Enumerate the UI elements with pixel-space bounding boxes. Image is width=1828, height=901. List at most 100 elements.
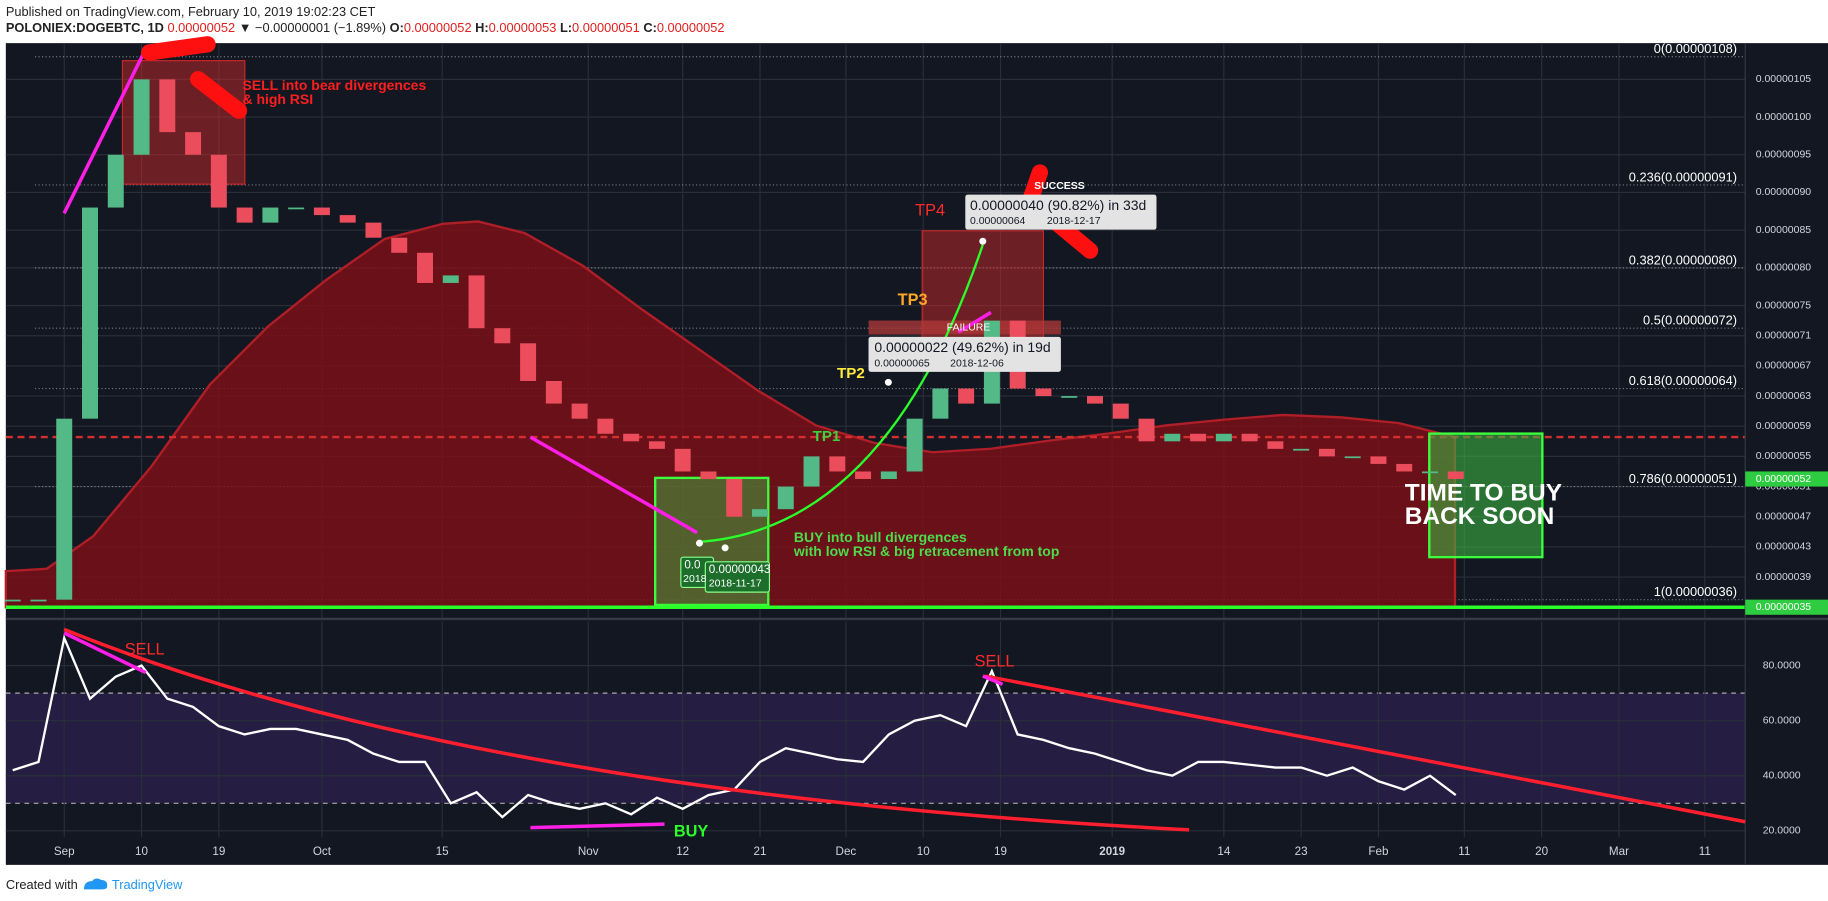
ohlc-val: 0.00000052 [404, 21, 472, 36]
candle [777, 486, 794, 510]
x-tick-label: 10 [135, 845, 148, 858]
y-tick-label: 0.00000085 [1756, 225, 1812, 236]
path-arrow [697, 244, 984, 544]
candle [1035, 388, 1052, 397]
rsi-trend-line [984, 674, 1746, 824]
candle [571, 403, 588, 419]
annotation: FAILURE [947, 322, 991, 333]
candle [1344, 456, 1361, 459]
price-label: 0.00000052 [1756, 474, 1812, 485]
fib-label: 0.786(0.00000051) [1629, 471, 1737, 486]
y-tick-label: 0.00000063 [1756, 391, 1812, 402]
candle [700, 471, 717, 480]
candle [133, 79, 150, 155]
annotation: 2018-12-06 [950, 358, 1004, 369]
candle [159, 79, 176, 133]
y-tick-label: 0.00000095 [1756, 150, 1812, 161]
annotation: 0.00000022 (49.62%) in 19d [874, 339, 1050, 355]
annotation: BUY into bull divergences [794, 529, 967, 545]
fib-label: 0.236(0.00000091) [1629, 169, 1737, 184]
candle [468, 275, 485, 329]
point [721, 544, 729, 552]
annotation: 0.00000065 [874, 358, 930, 369]
published-line: Published on TradingView.com, February 1… [6, 4, 376, 19]
candle [56, 418, 73, 600]
rsi-trend-line [982, 674, 1004, 686]
symbol-line: POLONIEX:DOGEBTC, 1D 0.00000052 ▼ −0.000… [6, 21, 725, 36]
candle [597, 418, 614, 434]
candle [288, 207, 305, 210]
x-tick-label: 19 [212, 845, 225, 858]
ohlc-key: L: [560, 21, 572, 36]
candle [1318, 448, 1335, 457]
candle [442, 275, 459, 283]
indicator-area [4, 220, 1457, 609]
price-label-bg [1745, 599, 1828, 615]
annotation: 0.0 [684, 558, 701, 571]
y-tick-label: 0.00000105 [1756, 74, 1812, 85]
candle [880, 471, 897, 480]
candle [4, 599, 21, 602]
symbol: POLONIEX:DOGEBTC, 1D [6, 21, 164, 36]
trend-line [62, 48, 148, 215]
price-label: 0.00000035 [1756, 602, 1812, 613]
y-tick-label: 0.00000100 [1756, 112, 1812, 123]
annotation: 0.00000040 (90.82%) in 33d [970, 197, 1146, 213]
hammer [141, 36, 216, 61]
footer-text: Created with [6, 877, 78, 892]
candle [1421, 471, 1438, 474]
candle [1164, 433, 1181, 442]
fib-label: 0.618(0.00000064) [1629, 373, 1737, 388]
y-tick-label: 0.00000043 [1756, 542, 1812, 553]
candle [829, 456, 846, 472]
x-tick-label: Sep [54, 845, 75, 858]
measure-box [965, 194, 1157, 230]
annotation: & high RSI [242, 91, 313, 107]
ohlc-val: 0.00000052 [657, 21, 725, 36]
annotation: BUY [674, 823, 709, 841]
x-tick-label: 19 [994, 845, 1007, 858]
annotation: 2018-12-17 [1047, 216, 1101, 227]
y-tick-label: 0.00000039 [1756, 572, 1812, 583]
y-tick-label: 0.00000080 [1756, 263, 1812, 274]
y-tick-label: 0.00000067 [1756, 361, 1812, 372]
y-tick-label: 40.0000 [1763, 771, 1801, 782]
candle [365, 222, 382, 238]
fib-label: 0(0.00000108) [1654, 41, 1737, 56]
candle [30, 599, 47, 602]
y-tick-label: 0.00000071 [1756, 331, 1812, 342]
annotation: SUCCESS [1034, 181, 1085, 192]
logo[interactable] [83, 878, 108, 890]
ohlc-key: C: [643, 21, 657, 36]
fib-label: 0.382(0.00000080) [1629, 252, 1737, 267]
candle [1190, 433, 1207, 442]
trend-line [529, 435, 699, 535]
price-bubble [704, 561, 771, 593]
candle [752, 509, 768, 517]
annotation: 2018-11-17 [709, 579, 762, 590]
candle [1061, 396, 1078, 398]
candle [1112, 403, 1129, 419]
candle [906, 418, 923, 472]
x-tick-label: 11 [1458, 845, 1470, 858]
candle [313, 207, 330, 216]
point [979, 237, 987, 245]
candle [726, 479, 743, 517]
footer-brand[interactable]: TradingView [112, 877, 183, 892]
candle [417, 252, 433, 283]
last-price: 0.00000052 [167, 21, 235, 36]
rsi-trend-line [530, 822, 665, 830]
overlays [5, 36, 1828, 865]
y-tick-label: 0.00000047 [1756, 511, 1812, 522]
y-tick-label: 0.00000051 [1756, 481, 1812, 492]
price-label-bg [1745, 471, 1828, 487]
candle [210, 154, 227, 208]
annotation: 2018 [683, 574, 706, 585]
candle [391, 237, 408, 253]
point [884, 378, 892, 386]
candle [1293, 448, 1310, 451]
candle [185, 132, 202, 155]
candle [545, 380, 562, 404]
